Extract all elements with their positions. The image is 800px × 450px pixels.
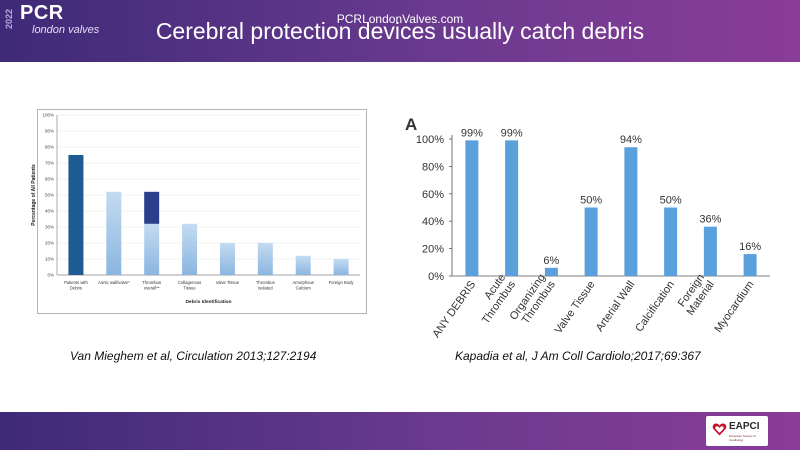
left-x-axis-title: Debris Identification [185,299,231,305]
right-x-tick-group: Valve Tissue [552,279,597,336]
left-x-tick-label: Debris [70,286,82,291]
left-y-tick-label: 50% [45,193,54,198]
left-y-tick-label: 80% [45,145,54,150]
slide-title: Cerebral protection devices usually catc… [155,18,645,44]
right-y-tick-label: 100% [416,134,444,146]
right-bar [624,147,638,276]
left-bar [106,191,122,275]
left-x-tick-label: Valve Tissue [216,280,240,285]
right-bar [544,267,558,276]
right-bar-value-label: 99% [501,127,523,139]
left-y-tick-label: 90% [45,129,54,134]
right-bar-value-label: 99% [461,127,483,139]
left-bar [182,223,198,275]
right-x-tick-label: Valve Tissue [552,279,597,336]
right-bar-value-label: 36% [699,214,721,226]
left-x-tick-label: Tissue [183,286,196,291]
eapci-name: EAPCI [729,421,760,432]
left-y-tick-label: 70% [45,161,54,166]
citation-right: Kapadia et al, J Am Coll Cardiolo;2017;6… [455,349,701,363]
left-x-tick-label: Isolated [258,286,273,291]
left-x-tick-label: Foreign Body [329,280,355,285]
left-x-tick-label: overall** [144,286,160,291]
right-bar [664,207,678,276]
heart-icon [712,423,727,436]
right-x-tick-group: Arterial Wall [594,279,638,334]
right-x-tick-group: ANY DEBRIS [430,279,478,340]
right-y-tick-label: 60% [422,189,444,201]
left-x-tick-label: Patients with [64,280,88,285]
right-x-tick-group: Calcification [633,279,677,334]
left-y-tick-label: 20% [45,241,54,246]
right-bar [584,207,598,276]
right-y-tick-label: 20% [422,244,444,256]
right-bar-value-label: 16% [739,241,761,253]
right-bar-value-label: 50% [660,195,682,207]
left-y-tick-label: 0% [47,273,54,278]
left-x-tick-label: Collagenous [178,280,201,285]
left-y-tick-label: 10% [45,257,54,262]
left-y-axis-title: Percentage of All Patients [31,164,37,226]
right-x-tick-label: Arterial Wall [594,279,638,334]
left-y-tick-label: 40% [45,209,54,214]
left-y-tick-label: 30% [45,225,54,230]
right-y-tick-label: 0% [428,271,444,283]
right-bar [505,140,519,276]
left-bar [257,243,273,275]
left-chart-frame [37,109,367,314]
citation-left: Van Mieghem et al, Circulation 2013;127:… [70,349,317,363]
right-y-tick-label: 80% [422,161,444,173]
left-bar [333,259,349,275]
left-bar-stacked [144,191,160,224]
left-x-tick-label: Calcium [296,286,312,291]
left-y-tick-label: 100% [42,113,54,118]
eapci-logo: EAPCI European Society of Cardiology [706,416,768,446]
right-x-tick-label: ANY DEBRIS [430,279,478,340]
left-bar [68,155,84,275]
right-panel-label: A [405,115,417,134]
right-bar [703,226,717,276]
left-x-tick-label: Aortic wall/valve* [98,280,130,285]
left-x-tick-label: Amorphous [292,280,313,285]
left-y-tick-label: 60% [45,177,54,182]
right-bar-value-label: 50% [580,195,602,207]
left-bar [219,243,235,275]
left-x-tick-label: Thrombus [256,280,275,285]
footer-url[interactable]: PCRLondonValves.com [336,12,464,26]
title-bar [0,0,800,62]
right-bar-value-label: 94% [620,134,642,146]
eapci-subtitle: European Society of Cardiology [729,434,757,442]
right-bar [743,254,757,276]
right-bar-value-label: 6% [543,255,559,267]
pcr-logo: PCR [20,2,64,24]
left-x-tick-label: Thrombus [142,280,161,285]
right-y-tick-label: 40% [422,216,444,228]
left-bar [144,223,160,275]
right-bar [465,140,479,276]
pcr-logo-subtitle: london valves [32,24,100,36]
left-bar [295,255,311,275]
right-x-tick-label: Myocardium [712,279,756,335]
right-x-tick-group: Myocardium [712,279,756,335]
footer-bar [0,412,800,450]
right-x-tick-label: Calcification [633,279,677,334]
